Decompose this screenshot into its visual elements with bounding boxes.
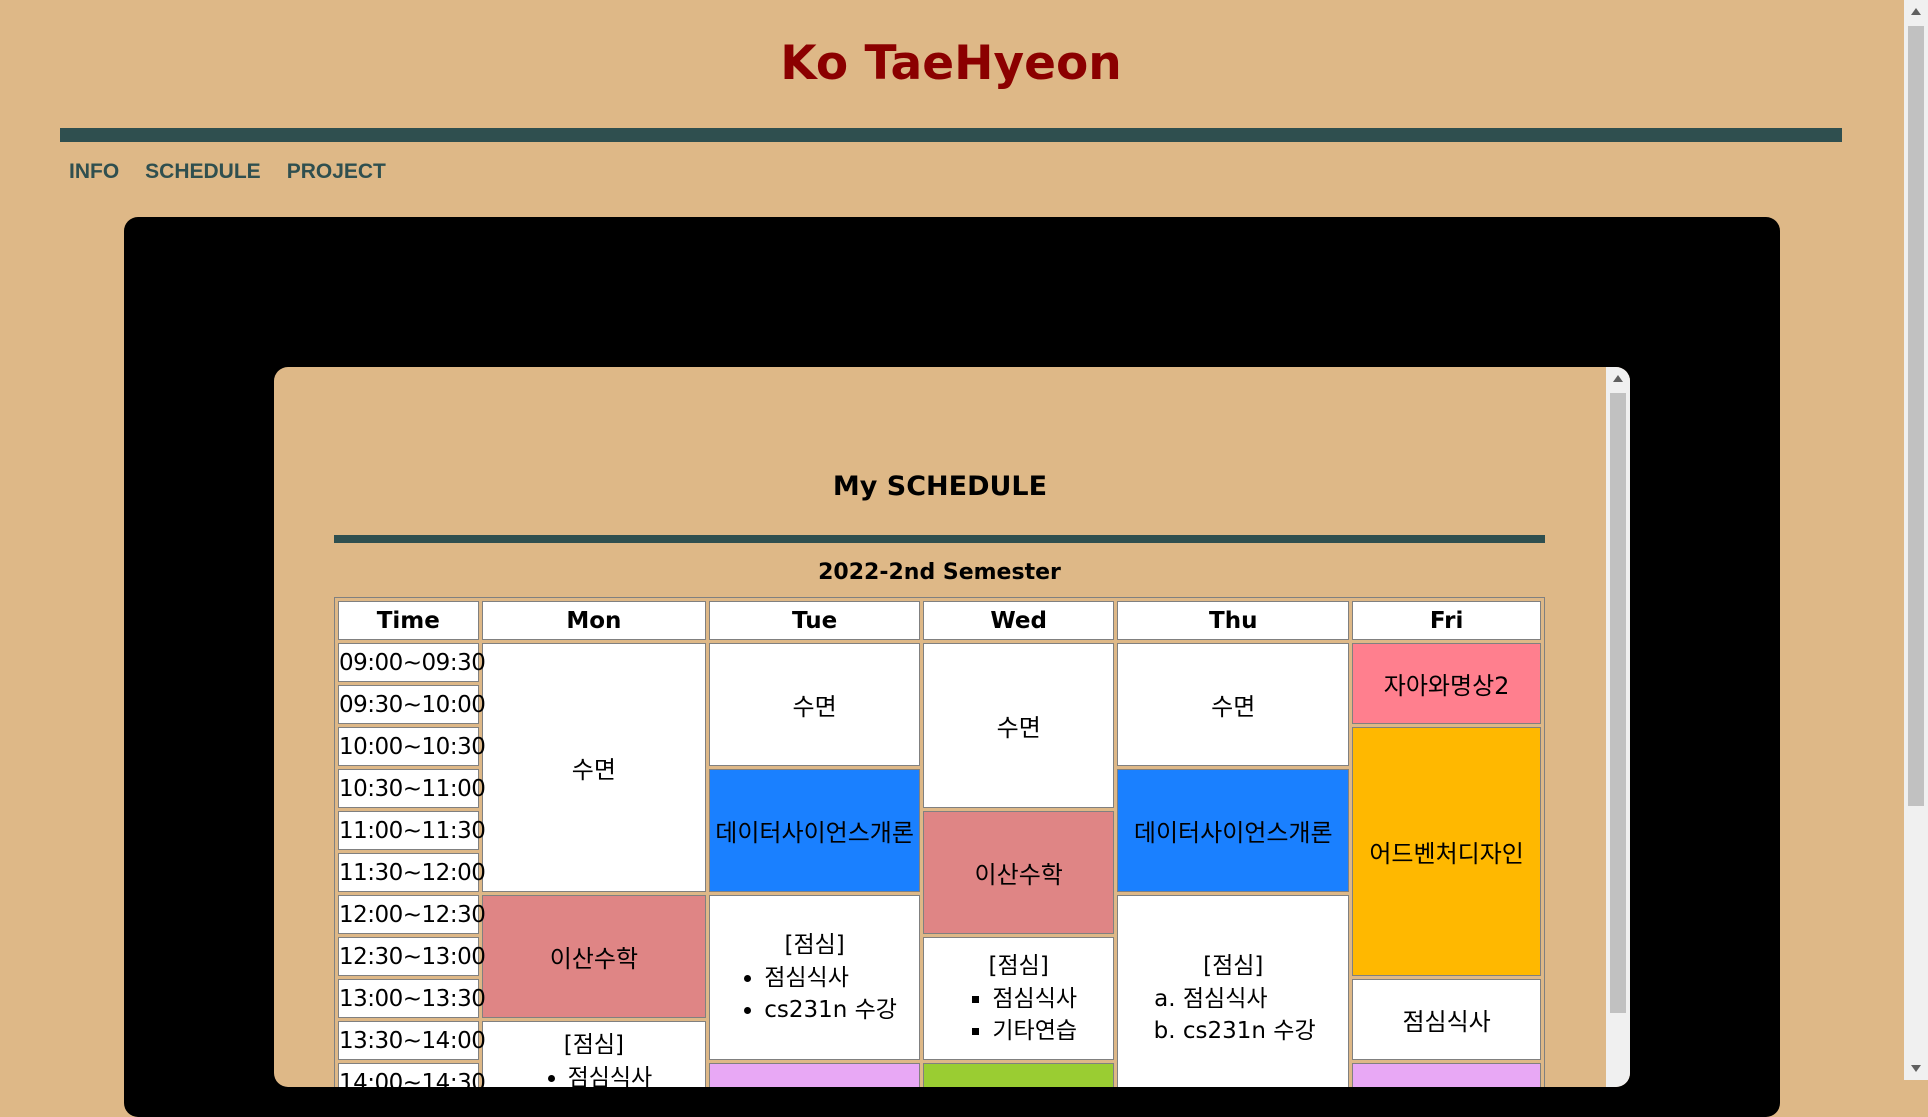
thu-lunch-list: 점심식사 cs231n 수강 bbox=[1151, 983, 1316, 1047]
table-caption: 2022-2nd Semester bbox=[818, 560, 1061, 585]
time-slot: 09:30~10:00 bbox=[338, 685, 486, 724]
fri-lunch-cell: 점심식사 bbox=[1352, 979, 1541, 1060]
page-scrollbar[interactable] bbox=[1904, 0, 1928, 1080]
list-item: 점심식사 bbox=[1183, 983, 1316, 1015]
list-item: 기타연습 bbox=[992, 1015, 1077, 1047]
time-slot: 14:00~14:30 bbox=[338, 1063, 486, 1087]
wed-green-cell bbox=[923, 1063, 1115, 1087]
fri-meditation-cell: 자아와명상2 bbox=[1352, 643, 1541, 724]
thu-sleep-cell: 수면 bbox=[1117, 643, 1350, 766]
main-nav: INFO SCHEDULE PROJECT bbox=[69, 160, 386, 184]
scroll-up-arrow-icon[interactable] bbox=[1911, 8, 1921, 15]
tue-lavender-cell bbox=[709, 1063, 921, 1087]
list-item: 점심식사 bbox=[568, 1062, 653, 1088]
schedule-table: Time Mon Tue Wed Thu Fri 09:00~09:30 수면 … bbox=[334, 597, 1545, 1087]
title-divider bbox=[60, 128, 1842, 142]
mon-sleep-cell: 수면 bbox=[481, 643, 707, 892]
table-row: 09:30~10:00 bbox=[338, 685, 1541, 724]
header-thu: Thu bbox=[1117, 601, 1350, 640]
time-slot: 09:00~09:30 bbox=[338, 643, 486, 682]
table-row: 13:00~13:30 점심식사 bbox=[338, 979, 1541, 1060]
fri-lavender-cell bbox=[1352, 1063, 1541, 1087]
tue-lunch-cell: [점심] 점심식사 cs231n 수강 bbox=[709, 895, 921, 1060]
header-mon: Mon bbox=[481, 601, 707, 640]
list-item: cs231n 수강 bbox=[764, 994, 897, 1026]
nav-project-link[interactable]: PROJECT bbox=[286, 160, 386, 183]
time-slot: 13:00~13:30 bbox=[338, 979, 486, 1018]
thu-data-science-cell: 데이터사이언스개론 bbox=[1117, 769, 1350, 892]
iframe-scrollbar-thumb[interactable] bbox=[1610, 393, 1626, 1013]
mon-lunch-list: 점심식사 bbox=[536, 1062, 653, 1088]
list-item: 점심식사 bbox=[992, 983, 1077, 1015]
table-row: 13:30~14:00 [점심] 점심식사 bbox=[338, 1021, 1541, 1087]
wed-sleep-cell: 수면 bbox=[923, 643, 1115, 808]
tue-lunch-heading: [점심] bbox=[784, 931, 845, 958]
thu-lunch-heading: [점심] bbox=[1203, 952, 1264, 979]
header-wed: Wed bbox=[923, 601, 1115, 640]
nav-schedule-link[interactable]: SCHEDULE bbox=[145, 160, 261, 183]
thu-lunch-cell: [점심] 점심식사 cs231n 수강 bbox=[1117, 895, 1350, 1087]
header-fri: Fri bbox=[1352, 601, 1541, 640]
table-row: 09:00~09:30 수면 수면 수면 수면 자아와명상2 bbox=[338, 643, 1541, 892]
wed-lunch-heading: [점심] bbox=[988, 952, 1049, 979]
table-row: 12:00~12:30 이산수학 [점심] 점심식사 cs231n 수강 bbox=[338, 895, 1541, 1087]
schedule-title: My SCHEDULE bbox=[832, 471, 1048, 502]
table-row: 10:00~10:30 어드벤처디자인 bbox=[338, 727, 1541, 976]
tue-data-science-cell: 데이터사이언스개론 bbox=[709, 769, 921, 892]
site-title: Ko TaeHyeon bbox=[780, 36, 1122, 91]
page-scrollbar-thumb[interactable] bbox=[1908, 26, 1924, 806]
time-slot: 11:30~12:00 bbox=[338, 853, 486, 892]
schedule-divider bbox=[334, 535, 1545, 543]
schedule-iframe[interactable]: My SCHEDULE 2022-2nd Semester Time Mon T… bbox=[274, 367, 1630, 1087]
mon-discrete-math-cell: 이산수학 bbox=[481, 895, 707, 1018]
wed-lunch-list: 점심식사 기타연습 bbox=[960, 983, 1077, 1047]
time-slot: 10:00~10:30 bbox=[338, 727, 486, 766]
time-slot: 13:30~14:00 bbox=[338, 1021, 486, 1060]
iframe-scrollbar[interactable] bbox=[1606, 367, 1630, 1087]
header-tue: Tue bbox=[709, 601, 921, 640]
schedule-table-wrapper: Time Mon Tue Wed Thu Fri 09:00~09:30 수면 … bbox=[334, 597, 1545, 1087]
table-row: 10:30~11:00 데이터사이언스개론 데이터사이언스개론 bbox=[338, 769, 1541, 892]
table-row: 11:00~11:30 이산수학 bbox=[338, 811, 1541, 934]
scroll-down-arrow-icon[interactable] bbox=[1911, 1065, 1921, 1072]
tue-sleep-cell: 수면 bbox=[709, 643, 921, 766]
list-item: 점심식사 bbox=[764, 962, 897, 994]
header-time: Time bbox=[338, 601, 479, 640]
time-slot: 12:30~13:00 bbox=[338, 937, 486, 976]
table-row: 12:30~13:00 [점심] 점심식사 기타연습 bbox=[338, 937, 1541, 1060]
time-slot: 10:30~11:00 bbox=[338, 769, 486, 808]
scroll-up-arrow-icon[interactable] bbox=[1613, 375, 1623, 382]
tue-lunch-list: 점심식사 cs231n 수강 bbox=[732, 962, 897, 1026]
time-slot: 12:00~12:30 bbox=[338, 895, 486, 934]
nav-info-link[interactable]: INFO bbox=[69, 160, 120, 183]
fri-adventure-design-cell: 어드벤처디자인 bbox=[1352, 727, 1541, 976]
mon-lunch-cell: [점심] 점심식사 bbox=[481, 1021, 707, 1088]
wed-lunch-cell: [점심] 점심식사 기타연습 bbox=[923, 937, 1115, 1060]
wed-discrete-math-cell: 이산수학 bbox=[923, 811, 1115, 934]
header-row: Time Mon Tue Wed Thu Fri bbox=[338, 601, 1541, 640]
mon-lunch-heading: [점심] bbox=[563, 1031, 625, 1058]
table-row: 11:30~12:00 bbox=[338, 853, 1541, 892]
time-slot: 11:00~11:30 bbox=[338, 811, 486, 850]
list-item: cs231n 수강 bbox=[1183, 1015, 1316, 1047]
